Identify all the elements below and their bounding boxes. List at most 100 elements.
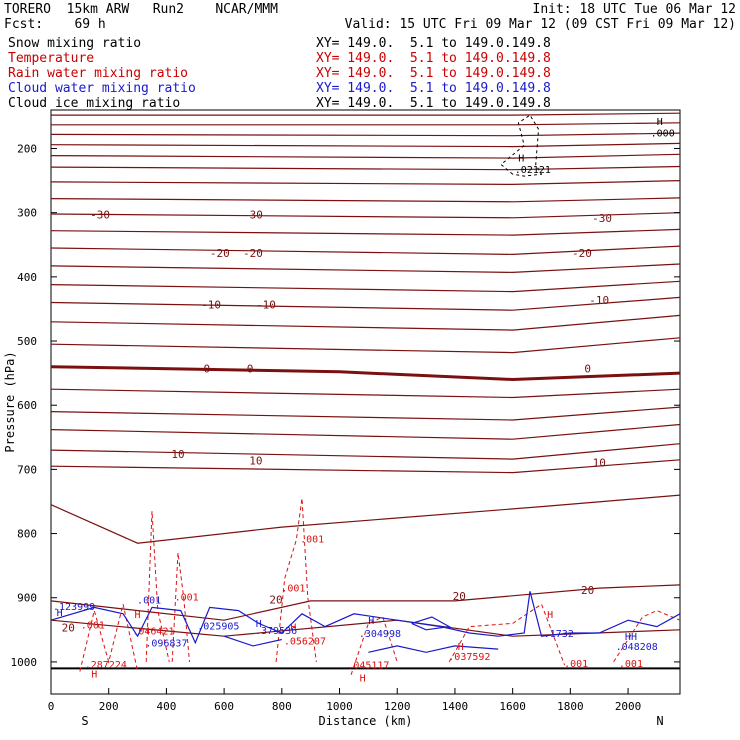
field-xy-rain-water: XY= 149.0. 5.1 to 149.0.149.8 bbox=[316, 66, 551, 81]
rain-water-contour bbox=[448, 603, 566, 666]
y-tick-label: 900 bbox=[17, 592, 37, 605]
header-model-run: TORERO 15km ARW Run2 NCAR/MMM bbox=[4, 2, 278, 17]
isotherm-label: -20 bbox=[572, 247, 592, 260]
rain-water-label: H bbox=[290, 623, 296, 634]
isotherm-label: -10 bbox=[589, 294, 609, 307]
x-tick-label: 800 bbox=[272, 700, 292, 713]
isotherm-line bbox=[50, 443, 681, 460]
rain-water-label: H bbox=[547, 610, 553, 621]
isotherm-label: -20 bbox=[243, 247, 263, 260]
cloud-water-label: .001 bbox=[137, 596, 161, 607]
isotherm-line bbox=[50, 245, 681, 256]
rain-water-label: H bbox=[458, 642, 464, 653]
rain-water-label: .045117 bbox=[347, 660, 389, 671]
isotherm-line bbox=[50, 132, 681, 137]
rain-water-label: .001 bbox=[81, 621, 105, 632]
y-tick-label: 800 bbox=[17, 528, 37, 541]
y-tick-label: 400 bbox=[17, 271, 37, 284]
isotherm-line bbox=[50, 494, 681, 544]
cloud-water-contour bbox=[368, 645, 499, 653]
cloud-water-label: HH bbox=[625, 632, 637, 643]
rain-water-contour bbox=[79, 604, 139, 672]
isotherm-label: 0 bbox=[203, 363, 210, 376]
cloud-water-contour bbox=[50, 591, 681, 645]
isotherm-label: 10 bbox=[171, 448, 184, 461]
x-tick-label: 0 bbox=[48, 700, 55, 713]
y-tick-label: 200 bbox=[17, 143, 37, 156]
isotherm-label: 20 bbox=[453, 590, 466, 603]
rain-water-contour bbox=[613, 610, 681, 663]
isotherm-line bbox=[50, 296, 681, 311]
isotherm-label: 20 bbox=[581, 584, 594, 597]
x-tick-label: 1000 bbox=[326, 700, 353, 713]
x-tick-label: 600 bbox=[214, 700, 234, 713]
field-xy-temperature: XY= 149.0. 5.1 to 149.0.149.8 bbox=[316, 51, 551, 66]
rain-water-label: .001 bbox=[564, 659, 588, 670]
cloud-ice-label: .02121 bbox=[515, 165, 551, 176]
isotherm-line bbox=[51, 122, 681, 126]
isotherm-line bbox=[50, 388, 681, 399]
isotherm-label: -10 bbox=[201, 298, 221, 311]
rain-water-label: .001 bbox=[175, 592, 199, 603]
isotherm-line bbox=[50, 459, 681, 474]
cloud-water-contour bbox=[411, 616, 452, 631]
isotherm-line bbox=[50, 153, 681, 159]
field-xy-snow: XY= 149.0. 5.1 to 149.0.149.8 bbox=[316, 36, 551, 51]
isotherm-line bbox=[50, 314, 681, 331]
isotherm-line bbox=[50, 406, 681, 421]
isotherm-line bbox=[50, 180, 681, 186]
x-tick-label: 1400 bbox=[442, 700, 469, 713]
x-tick-label: 1800 bbox=[557, 700, 584, 713]
cloud-ice-contour bbox=[500, 114, 543, 177]
rain-water-label: .001 bbox=[619, 659, 643, 670]
rain-water-label: H bbox=[360, 673, 366, 684]
isotherm-label: -30 bbox=[90, 209, 110, 222]
cloud-ice-label: H bbox=[657, 117, 663, 128]
rain-water-label: .056207 bbox=[284, 637, 326, 648]
cloud-ice-label: .000 bbox=[651, 128, 675, 139]
y-tick-label: 500 bbox=[17, 335, 37, 348]
rain-water-label: .287224 bbox=[85, 660, 127, 671]
field-name-cloud-water: Cloud water mixing ratio bbox=[8, 81, 196, 96]
isotherm-label: -20 bbox=[210, 247, 230, 260]
header-forecast-hour: Fcst: 69 h bbox=[4, 17, 106, 32]
rain-water-label: .046421 bbox=[132, 626, 174, 637]
x-tick-label: 1600 bbox=[499, 700, 526, 713]
isotherm-line bbox=[50, 423, 681, 440]
x-tick-label: 1200 bbox=[384, 700, 411, 713]
field-name-rain-water: Rain water mixing ratio bbox=[8, 66, 189, 81]
rain-water-contour bbox=[145, 511, 170, 663]
field-name-snow: Snow mixing ratio bbox=[8, 36, 142, 51]
isotherm-line bbox=[50, 212, 681, 219]
y-tick-label: 700 bbox=[17, 463, 37, 476]
rain-water-label: .001 bbox=[300, 535, 324, 546]
rain-water-label: .001 bbox=[281, 583, 305, 594]
cloud-water-label: H bbox=[57, 608, 63, 619]
rain-water-label: .037592 bbox=[448, 652, 490, 663]
isotherm-line bbox=[50, 142, 681, 148]
y-tick-label: 1000 bbox=[11, 656, 38, 669]
isotherm-line bbox=[50, 165, 681, 171]
cloud-water-label: .379536 bbox=[255, 626, 297, 637]
field-xy-cloud-ice: XY= 149.0. 5.1 to 149.0.149.8 bbox=[316, 96, 551, 111]
x-end-label-north: N bbox=[656, 714, 663, 728]
cloud-water-label: .025905 bbox=[197, 621, 239, 632]
isotherm-line bbox=[50, 197, 681, 203]
rain-water-contour bbox=[350, 616, 398, 675]
isotherm-label: 20 bbox=[62, 621, 75, 634]
isotherm-line bbox=[50, 228, 681, 236]
x-tick-label: 400 bbox=[156, 700, 176, 713]
cloud-water-label: .304998 bbox=[359, 629, 401, 640]
isotherm-line bbox=[51, 112, 681, 116]
isotherm-line bbox=[50, 584, 681, 621]
isotherm-label: 10 bbox=[593, 456, 606, 469]
x-axis-label: Distance (km) bbox=[319, 714, 413, 728]
isotherm-label: -30 bbox=[243, 209, 263, 222]
cloud-ice-label: H bbox=[518, 153, 524, 164]
isotherm-line bbox=[50, 337, 681, 354]
cloud-water-label: H bbox=[368, 616, 374, 627]
y-tick-label: 600 bbox=[17, 399, 37, 412]
isotherm-label: 20 bbox=[269, 594, 282, 607]
cloud-water-label: .096837 bbox=[145, 639, 187, 650]
